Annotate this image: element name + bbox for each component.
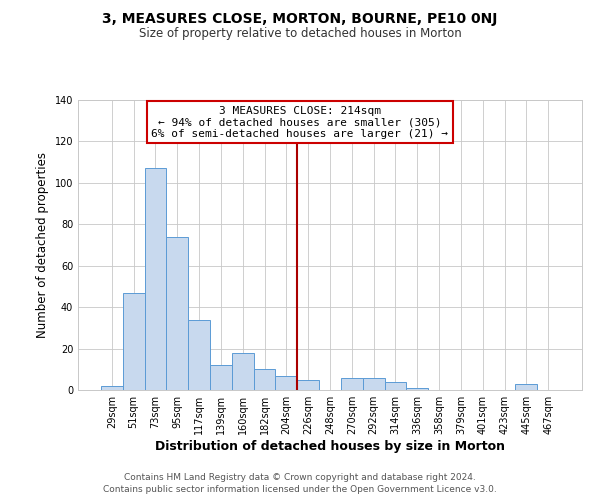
X-axis label: Distribution of detached houses by size in Morton: Distribution of detached houses by size … (155, 440, 505, 453)
Bar (188, 320, 210, 390)
Bar (210, 365, 232, 390)
Text: Size of property relative to detached houses in Morton: Size of property relative to detached ho… (139, 28, 461, 40)
Text: Contains public sector information licensed under the Open Government Licence v3: Contains public sector information licen… (103, 485, 497, 494)
Bar (297, 380, 319, 390)
Bar (232, 352, 254, 390)
Bar (254, 370, 275, 390)
Bar (166, 236, 188, 390)
Bar (385, 382, 406, 390)
Text: 3, MEASURES CLOSE, MORTON, BOURNE, PE10 0NJ: 3, MEASURES CLOSE, MORTON, BOURNE, PE10 … (103, 12, 497, 26)
Text: 3 MEASURES CLOSE: 214sqm
← 94% of detached houses are smaller (305)
6% of semi-d: 3 MEASURES CLOSE: 214sqm ← 94% of detach… (151, 106, 448, 139)
Bar (341, 378, 363, 390)
Y-axis label: Number of detached properties: Number of detached properties (36, 152, 49, 338)
Bar (515, 384, 537, 390)
Bar (406, 388, 428, 390)
Bar (275, 376, 297, 390)
Text: Contains HM Land Registry data © Crown copyright and database right 2024.: Contains HM Land Registry data © Crown c… (124, 472, 476, 482)
Bar (123, 292, 145, 390)
Bar (101, 386, 123, 390)
Bar (363, 378, 385, 390)
Bar (145, 168, 166, 390)
